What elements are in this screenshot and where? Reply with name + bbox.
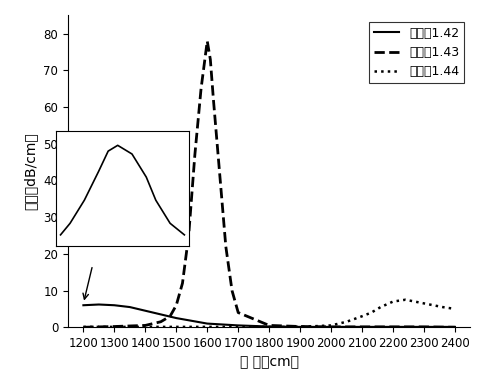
折射獱1.42 (266, 324, 272, 329)
折射獱1.43 (297, 324, 302, 329)
折射獱1.43 (207, 57, 213, 62)
折射獱1.43 (359, 325, 364, 329)
折射獱1.44 (429, 303, 435, 308)
Line: 折射獱1.43: 折射獱1.43 (83, 41, 454, 327)
折射獱1.43 (451, 325, 457, 330)
折射獱1.43 (210, 97, 216, 102)
Legend: 折射獱1.42, 折射獱1.43, 折射獱1.44: 折射獱1.42, 折射獱1.43, 折射獱1.44 (368, 22, 463, 83)
折射獱1.43 (158, 320, 164, 324)
折射獱1.42 (80, 303, 86, 308)
折射獱1.42 (328, 325, 333, 329)
折射獱1.43 (266, 323, 272, 328)
折射獱1.44 (451, 306, 457, 311)
折射獱1.43 (111, 324, 117, 329)
折射獱1.44 (377, 305, 383, 310)
Line: 折射獱1.42: 折射獱1.42 (83, 305, 454, 327)
折射獱1.44 (420, 301, 426, 306)
折射獱1.42 (204, 321, 210, 326)
折射獱1.42 (359, 325, 364, 329)
折射獱1.43 (389, 325, 395, 329)
Line: 折射獱1.44: 折射獱1.44 (83, 300, 454, 327)
折射獱1.43 (80, 325, 86, 330)
折射獱1.44 (411, 299, 417, 304)
折射獱1.43 (192, 152, 197, 157)
折射獱1.42 (297, 325, 302, 329)
折射獱1.44 (235, 325, 241, 329)
折射獱1.42 (111, 303, 117, 308)
折射獱1.43 (328, 325, 333, 329)
折射獱1.44 (204, 325, 210, 329)
折射獱1.44 (142, 325, 148, 329)
折射獱1.42 (389, 325, 395, 329)
折射獱1.43 (228, 288, 234, 293)
折射獱1.43 (204, 39, 210, 44)
折射獱1.43 (142, 323, 148, 328)
折射獱1.42 (142, 308, 148, 313)
折射獱1.43 (216, 171, 222, 176)
折射獱1.44 (343, 320, 349, 324)
折射獱1.44 (359, 314, 364, 318)
折射獱1.42 (127, 305, 133, 310)
Y-axis label: 损耗（dB/cm）: 损耗（dB/cm） (24, 132, 38, 210)
折射獱1.43 (223, 244, 228, 249)
折射獱1.44 (297, 325, 302, 329)
折射獱1.44 (389, 299, 395, 304)
折射獱1.43 (420, 325, 426, 329)
折射獱1.42 (451, 325, 457, 329)
折射獱1.43 (167, 314, 173, 318)
X-axis label: 波 长（cm）: 波 长（cm） (239, 355, 298, 370)
折射獱1.44 (402, 298, 408, 302)
折射獱1.44 (80, 325, 86, 329)
折射獱1.44 (368, 310, 374, 315)
折射獱1.42 (158, 312, 164, 317)
折射獱1.44 (266, 325, 272, 329)
折射獱1.42 (420, 325, 426, 329)
折射獱1.43 (185, 233, 191, 238)
折射獱1.43 (235, 310, 241, 315)
折射獱1.43 (179, 281, 185, 286)
折射獱1.42 (173, 316, 179, 320)
折射獱1.43 (173, 303, 179, 308)
折射獱1.42 (235, 323, 241, 328)
折射獱1.42 (96, 302, 102, 307)
折射獱1.43 (198, 87, 204, 91)
折射獱1.44 (328, 323, 333, 328)
折射獱1.44 (173, 325, 179, 329)
折射獱1.44 (111, 325, 117, 329)
折射獱1.44 (439, 305, 445, 310)
